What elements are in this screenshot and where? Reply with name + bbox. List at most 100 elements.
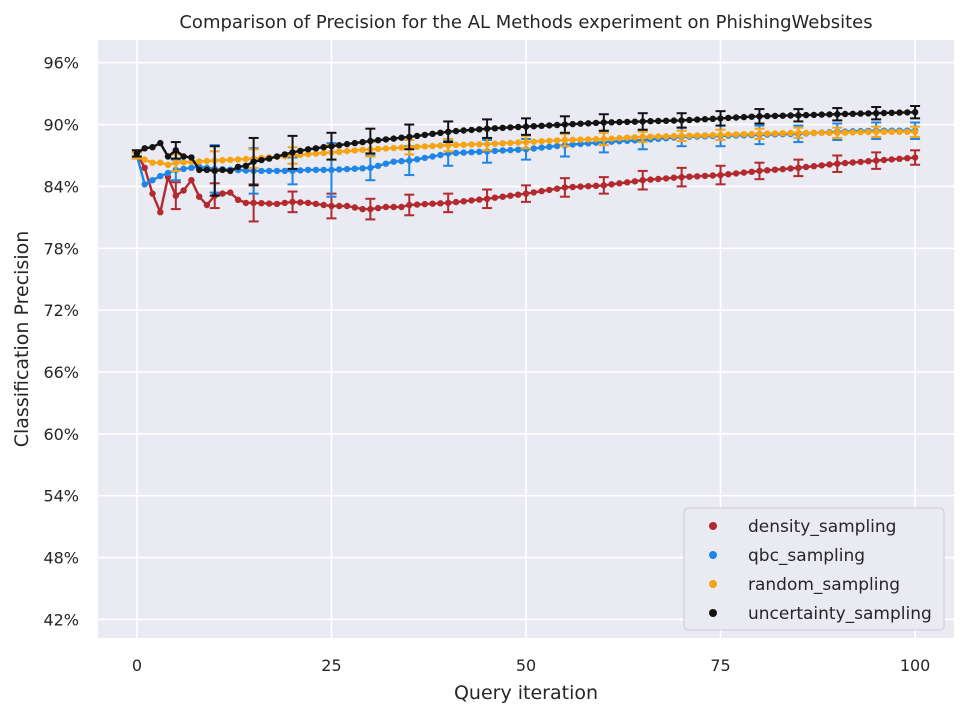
data-point [413,132,421,140]
y-tick-label: 90% [43,116,79,135]
data-point [180,187,187,194]
data-point [234,196,242,203]
data-point [764,130,771,137]
data-point [196,193,203,200]
data-point [452,141,460,149]
data-point [787,129,794,137]
data-point [149,177,156,184]
legend-label-density-sampling: density_sampling [748,517,896,537]
legend-box [683,507,945,631]
data-point [149,144,156,151]
data-point [546,137,553,144]
y-tick-label: 48% [43,549,79,568]
data-point [592,136,600,143]
legend-label-qbc-sampling: qbc_sampling [748,546,865,566]
data-point [227,156,234,163]
data-point [180,165,187,173]
y-tick-label: 96% [43,54,79,73]
data-point [281,167,288,175]
data-point [616,180,623,187]
data-point [857,158,864,166]
data-point [647,118,654,125]
data-point [888,128,895,135]
data-point [336,142,343,149]
data-point [701,116,709,123]
legend-marker-qbc-sampling [709,551,717,559]
data-point [351,165,358,172]
data-point [437,200,444,207]
data-point [227,189,234,196]
data-point [320,149,327,157]
data-point [655,175,662,183]
y-tick-label: 42% [43,610,79,629]
legend-marker-density-sampling [709,522,717,530]
data-point [429,130,436,137]
data-point [779,112,786,119]
data-point [421,131,428,139]
data-point [608,181,615,188]
data-point [196,166,203,174]
data-point [538,187,545,195]
data-point [810,163,818,170]
data-point [468,141,475,148]
data-point [320,201,327,209]
data-point [374,204,382,212]
data-point [258,156,265,164]
data-point [904,109,911,116]
data-point [569,136,576,143]
data-point [460,141,467,148]
data-point [413,201,421,208]
data-point [896,155,903,162]
data-point [390,144,397,152]
data-point [655,133,662,140]
data-point [569,141,576,148]
data-point [460,149,467,156]
series-uncertainty-sampling [131,104,921,197]
x-tick-label: 25 [321,656,341,675]
data-point [841,129,849,136]
data-point [701,172,709,180]
data-point [429,142,436,150]
data-point [569,183,576,191]
data-point [437,151,444,159]
data-point [304,199,312,207]
x-axis-label: Query iteration [454,682,598,704]
data-point [359,205,366,213]
data-point [771,130,779,137]
data-point [281,151,288,158]
data-point [491,147,499,155]
data-point [468,149,475,156]
data-point [164,161,172,168]
data-point [670,117,678,124]
data-point [686,132,693,139]
data-point [865,128,872,136]
data-point [515,123,522,131]
data-point [818,111,825,118]
y-tick-label: 60% [43,425,79,444]
data-point [631,134,639,141]
data-point [413,143,421,150]
data-point [491,125,499,132]
data-point [203,201,211,209]
data-point [157,139,164,147]
data-point [585,183,592,190]
data-point [732,114,740,121]
data-point [468,197,475,204]
data-point [709,131,716,139]
data-point [709,172,716,179]
data-point [351,147,358,154]
data-point [849,129,856,136]
data-point [312,150,320,157]
data-point [304,151,312,158]
legend-label-random-sampling: random_sampling [748,575,900,595]
data-point [188,177,195,184]
data-point [188,154,195,161]
data-point [515,139,522,146]
data-point [234,156,242,163]
data-point [273,153,281,160]
y-tick-label: 66% [43,363,79,382]
data-point [452,198,460,206]
data-point [460,127,467,134]
data-point [507,124,514,131]
data-point [336,202,343,210]
